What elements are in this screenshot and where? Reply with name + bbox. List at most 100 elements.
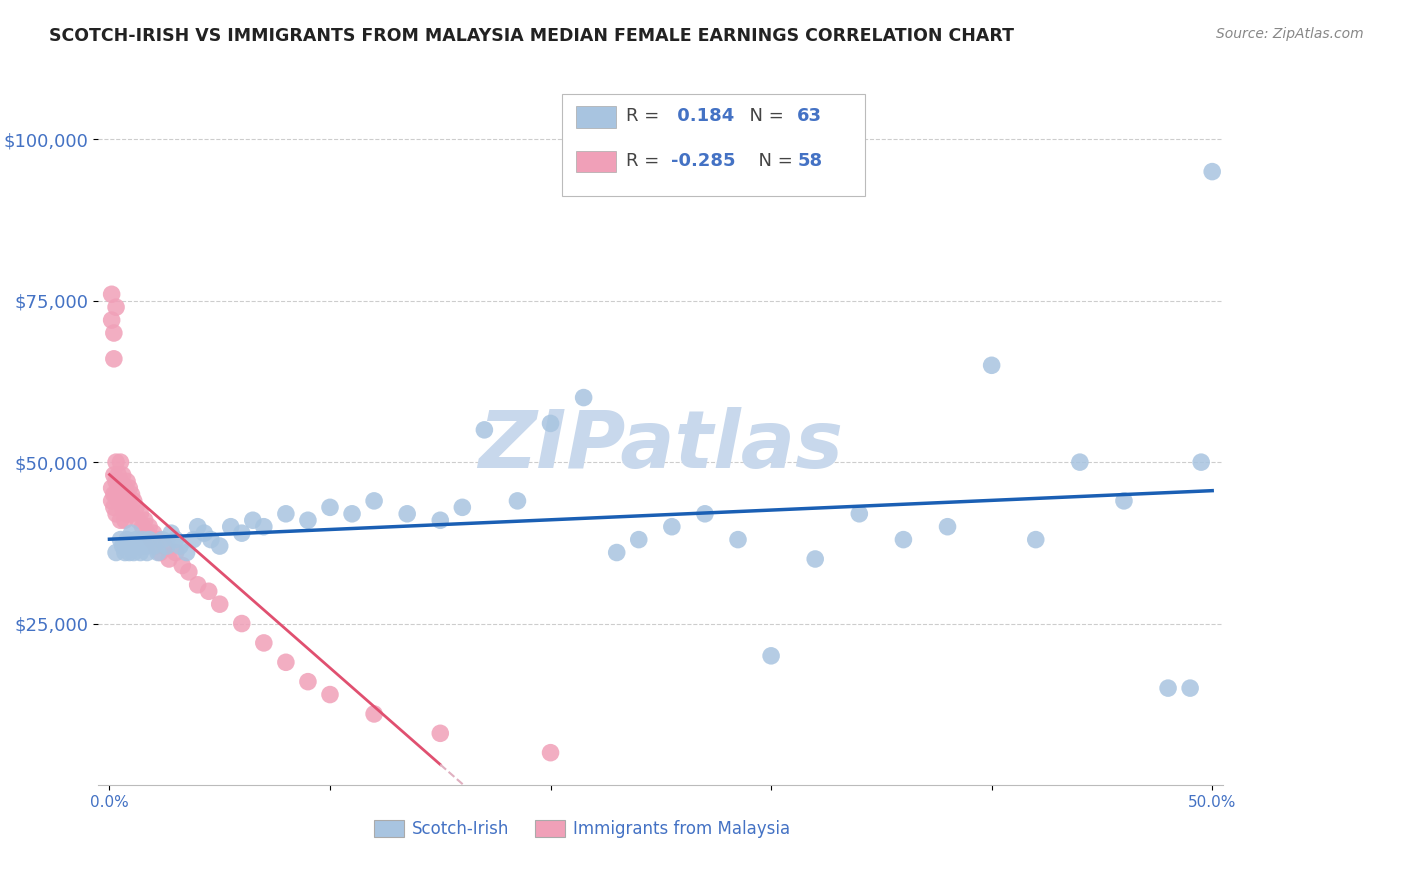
Point <box>118 481 141 495</box>
Point <box>540 746 562 760</box>
Point <box>118 545 141 559</box>
Point <box>274 655 297 669</box>
Point <box>172 558 194 573</box>
Point <box>506 494 529 508</box>
Point <box>103 351 125 366</box>
Point <box>187 578 209 592</box>
Point <box>804 552 827 566</box>
Point <box>100 313 122 327</box>
Point <box>936 519 959 533</box>
Point <box>107 468 129 483</box>
Point <box>125 500 148 515</box>
Point <box>105 455 128 469</box>
Point <box>114 513 136 527</box>
Point <box>231 526 253 541</box>
Point <box>142 539 165 553</box>
Point <box>149 545 172 559</box>
Point <box>115 475 138 489</box>
Point <box>363 706 385 721</box>
Point <box>103 326 125 340</box>
Point <box>208 597 231 611</box>
Text: Source: ZipAtlas.com: Source: ZipAtlas.com <box>1216 27 1364 41</box>
Point <box>115 487 138 501</box>
Point <box>396 507 419 521</box>
Point <box>153 539 176 553</box>
Point <box>136 545 159 559</box>
Point <box>105 507 128 521</box>
Text: N =: N = <box>747 152 799 169</box>
Point <box>103 468 125 483</box>
Point <box>115 533 138 547</box>
Text: N =: N = <box>738 107 790 125</box>
Point <box>146 545 169 559</box>
Point <box>208 539 231 553</box>
Point <box>146 533 169 547</box>
Point <box>100 287 122 301</box>
Point <box>319 688 342 702</box>
Point <box>111 481 134 495</box>
Point <box>893 533 915 547</box>
Point <box>169 539 191 553</box>
Point <box>231 616 253 631</box>
Point <box>105 475 128 489</box>
Point <box>131 519 153 533</box>
Text: 58: 58 <box>797 152 823 169</box>
Point <box>127 513 149 527</box>
Point <box>129 545 152 559</box>
Point <box>134 513 156 527</box>
Legend: Scotch-Irish, Immigrants from Malaysia: Scotch-Irish, Immigrants from Malaysia <box>367 813 797 845</box>
Point <box>103 487 125 501</box>
Point <box>606 545 628 559</box>
Point <box>727 533 749 547</box>
Point <box>340 507 363 521</box>
Text: 63: 63 <box>797 107 823 125</box>
Point <box>176 545 198 559</box>
Point <box>165 533 187 547</box>
Point <box>111 539 134 553</box>
Point <box>848 507 870 521</box>
Point <box>177 565 200 579</box>
Text: R =: R = <box>626 107 665 125</box>
Point <box>110 494 132 508</box>
Point <box>1189 455 1212 469</box>
Point <box>980 359 1002 373</box>
Point <box>105 545 128 559</box>
Point <box>111 468 134 483</box>
Point <box>138 519 160 533</box>
Point <box>103 500 125 515</box>
Point <box>253 519 276 533</box>
Point <box>274 507 297 521</box>
Point <box>1069 455 1091 469</box>
Point <box>156 539 179 553</box>
Point <box>661 519 683 533</box>
Point <box>160 526 183 541</box>
Point <box>107 481 129 495</box>
Point <box>759 648 782 663</box>
Point <box>114 481 136 495</box>
Point <box>200 533 222 547</box>
Point <box>297 513 319 527</box>
Point <box>297 674 319 689</box>
Point <box>115 507 138 521</box>
Point <box>319 500 342 515</box>
Point <box>451 500 474 515</box>
Point <box>110 533 132 547</box>
Point <box>157 552 180 566</box>
Point <box>100 481 122 495</box>
Point <box>1157 681 1180 695</box>
Point <box>627 533 650 547</box>
Point <box>105 300 128 314</box>
Text: ZIPatlas: ZIPatlas <box>478 407 844 485</box>
Point <box>121 526 143 541</box>
Point <box>105 487 128 501</box>
Point <box>150 533 173 547</box>
Point <box>242 513 264 527</box>
Point <box>136 526 159 541</box>
Point <box>1025 533 1047 547</box>
Point <box>111 500 134 515</box>
Point <box>134 539 156 553</box>
Point <box>129 507 152 521</box>
Point <box>110 513 132 527</box>
Point <box>219 519 242 533</box>
Point <box>165 545 187 559</box>
